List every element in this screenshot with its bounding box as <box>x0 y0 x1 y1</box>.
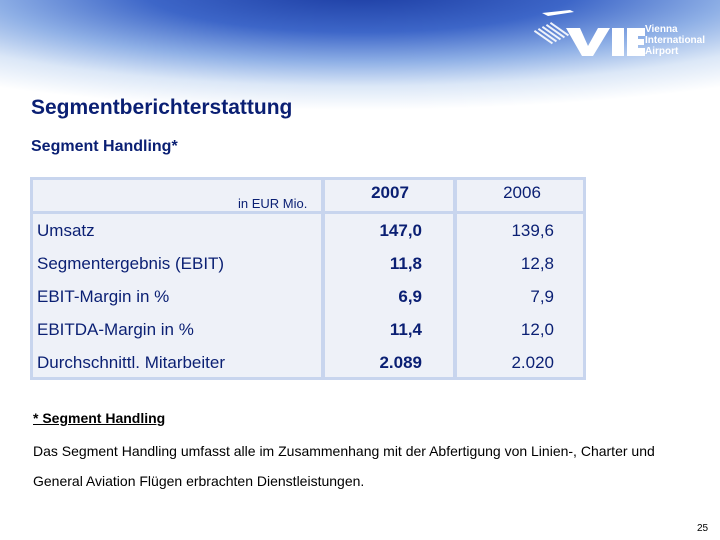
logo-line2: International <box>645 35 706 46</box>
row-label: EBITDA-Margin in % <box>37 320 194 339</box>
column-header-2007: 2007 <box>371 183 409 202</box>
body-2007-cell <box>325 214 453 377</box>
row-label: Umsatz <box>37 221 95 240</box>
unit-label: in EUR Mio. <box>238 196 308 211</box>
value-2006: 139,6 <box>511 221 554 240</box>
logo-line3: Airport <box>645 46 679 57</box>
value-2007: 6,9 <box>398 287 422 306</box>
header-label-cell <box>33 180 321 211</box>
header-2007-cell <box>325 180 453 211</box>
column-header-2006: 2006 <box>503 183 541 202</box>
page-title: Segmentberichterstattung <box>31 96 293 119</box>
value-2007: 147,0 <box>379 221 422 240</box>
body-2006-cell <box>457 214 583 377</box>
header-2006-cell <box>457 180 583 211</box>
value-2006: 2.020 <box>511 353 554 372</box>
value-2006: 7,9 <box>530 287 554 306</box>
body-label-cell <box>33 214 321 377</box>
value-2007: 11,4 <box>389 320 422 339</box>
logo-text: Vienna International Airport <box>645 24 705 57</box>
row-label: EBIT-Margin in % <box>37 287 170 306</box>
value-2007: 11,8 <box>389 254 422 273</box>
segment-table <box>30 177 586 380</box>
footnote-title: * Segment Handling <box>33 410 166 426</box>
page-subtitle: Segment Handling* <box>31 138 178 155</box>
footnote-text: Das Segment Handling umfasst alle im Zus… <box>33 443 655 489</box>
value-2007: 2.089 <box>379 353 422 372</box>
row-label: Segmentergebnis (EBIT) <box>37 254 225 273</box>
value-2006: 12,0 <box>520 320 554 339</box>
logo-line1: Vienna <box>645 24 678 35</box>
header-band <box>0 0 720 115</box>
page-number: 25 <box>697 523 709 534</box>
value-2006: 12,8 <box>520 254 554 273</box>
vie-logo <box>533 10 645 56</box>
row-label: Durchschnittl. Mitarbeiter <box>37 353 226 372</box>
